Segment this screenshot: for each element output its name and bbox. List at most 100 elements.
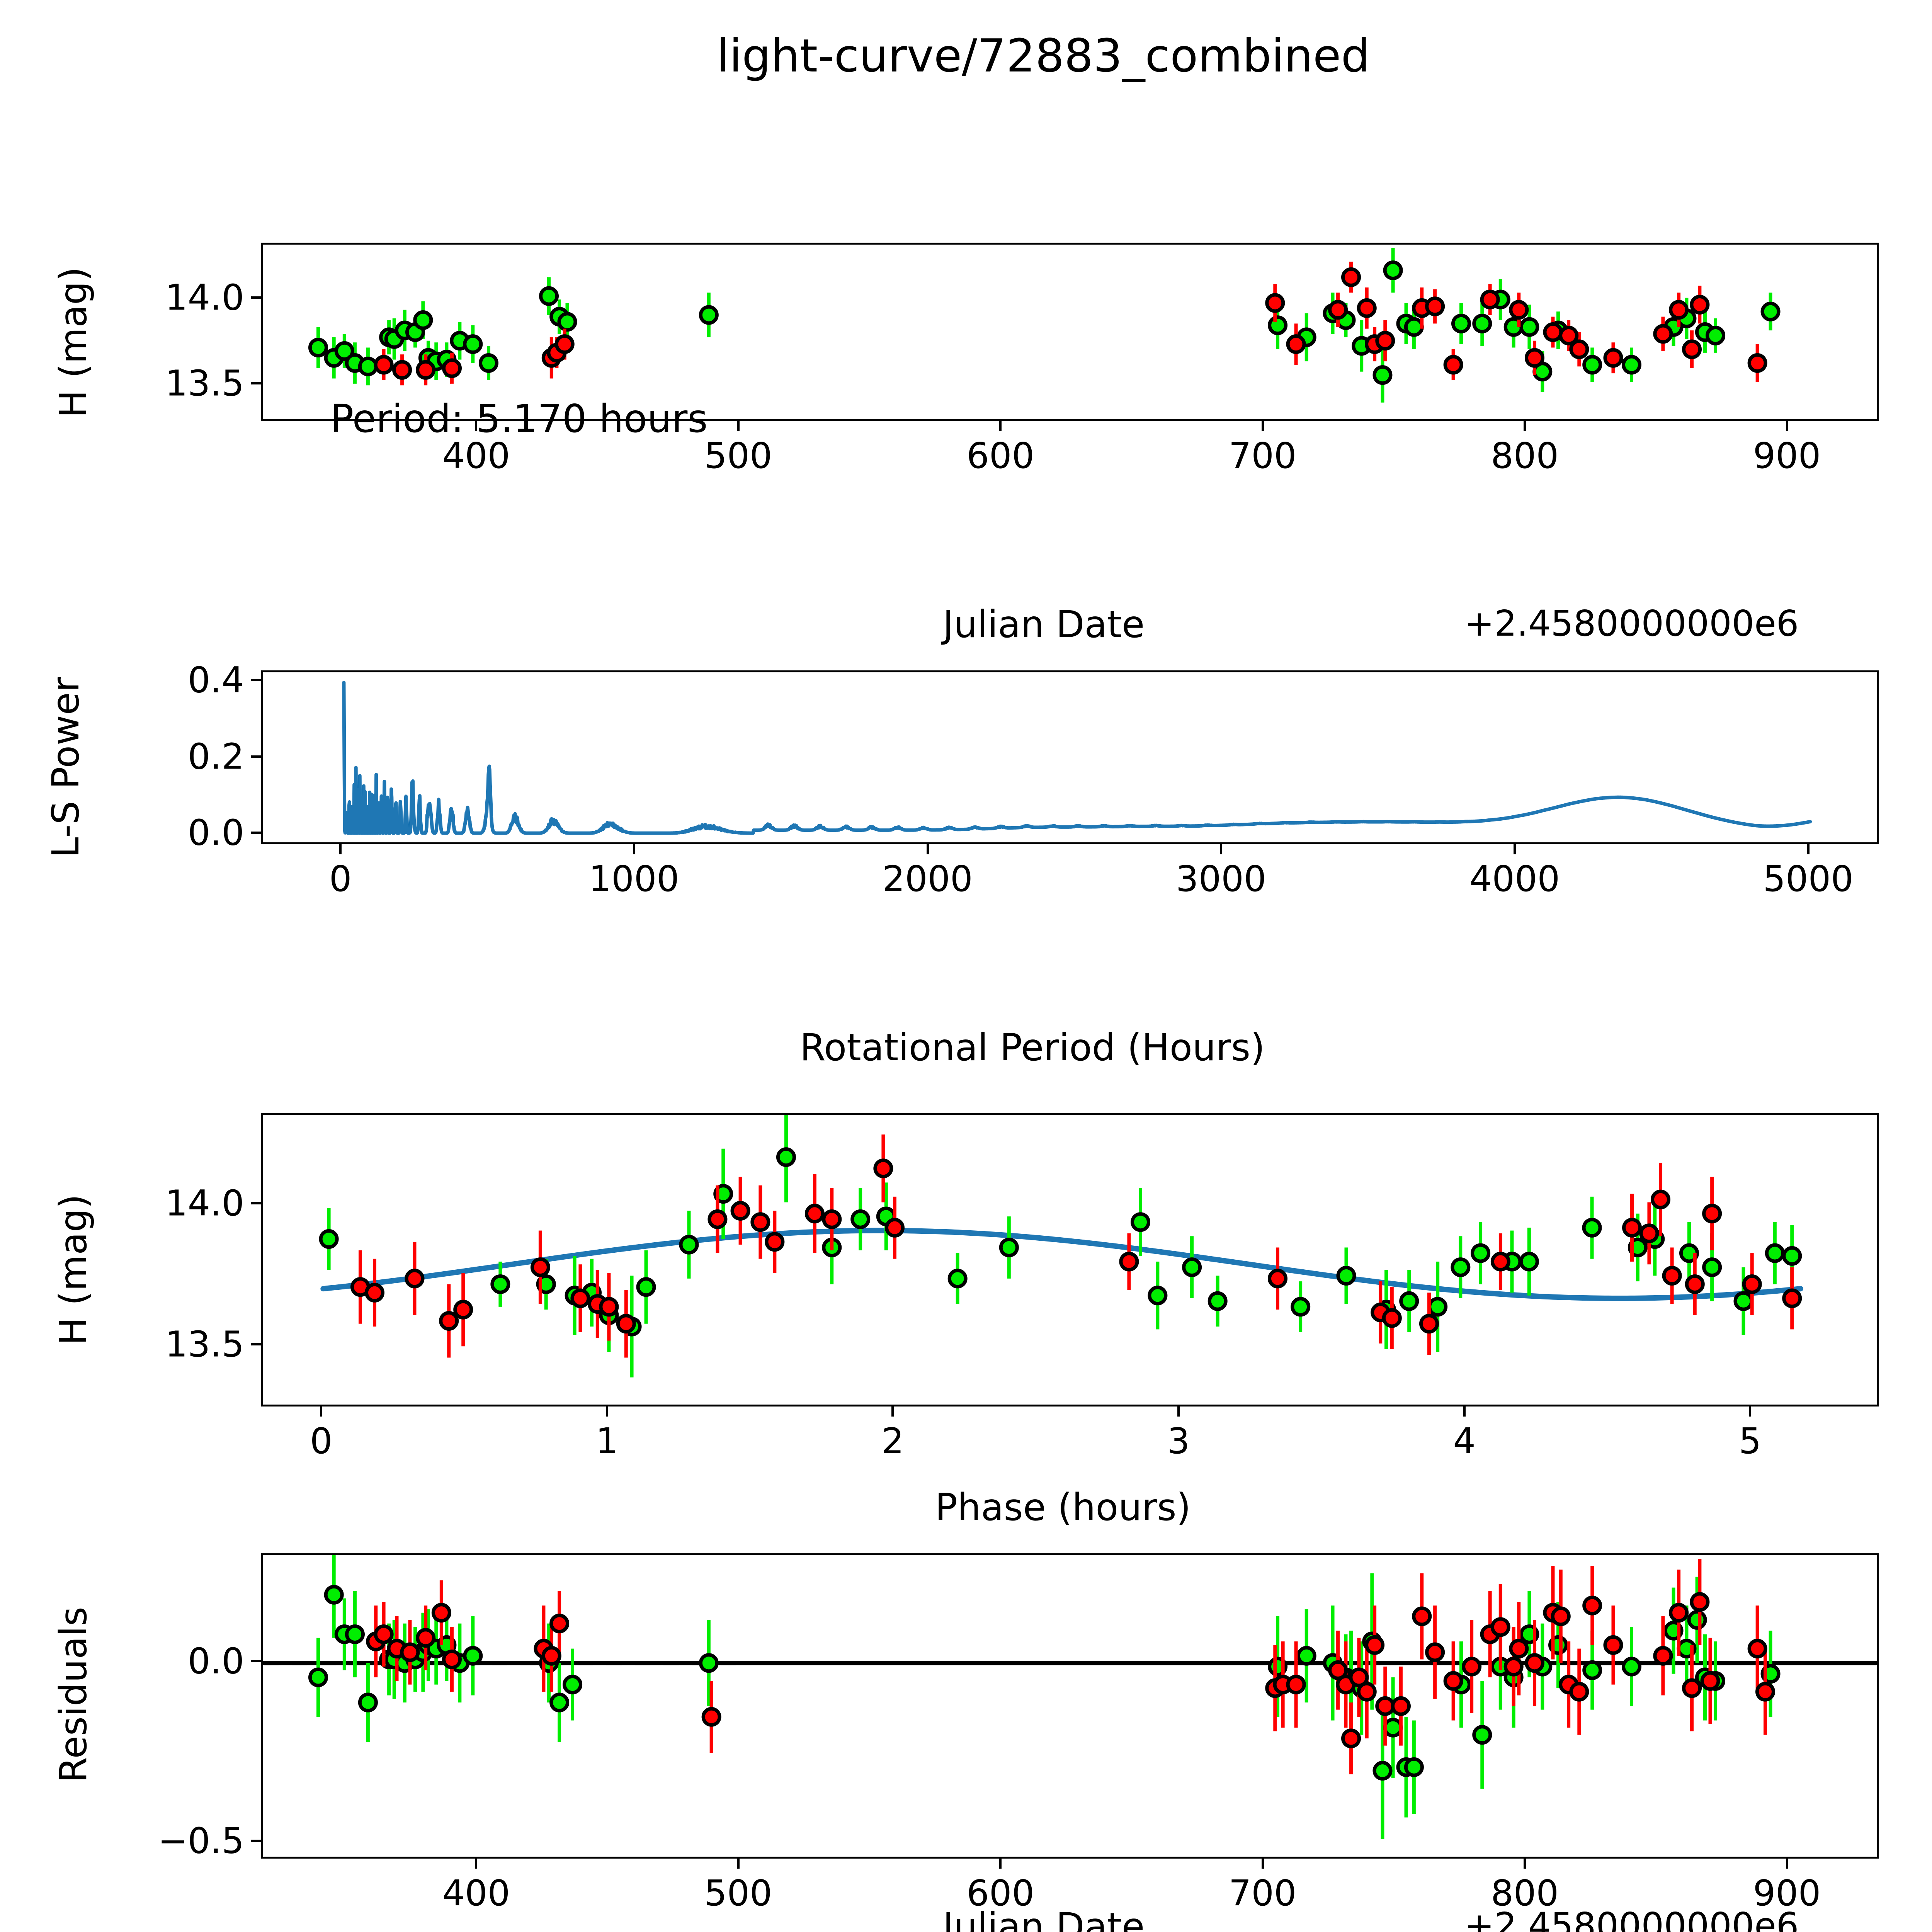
residuals-data-point <box>1551 1606 1571 1626</box>
phase-fold-data-point <box>822 1209 842 1229</box>
residuals-data-point <box>1603 1635 1623 1655</box>
residuals-data-point <box>1349 1667 1369 1687</box>
residuals-data-point <box>541 1646 561 1666</box>
phase-fold-data-point <box>1651 1189 1671 1209</box>
residuals-data-point <box>1690 1592 1710 1612</box>
phase-fold-data-point <box>947 1269 968 1289</box>
phase-fold-x-tickmark <box>1463 1406 1466 1417</box>
residuals-y-tick-label: 0.0 <box>187 1640 244 1682</box>
phase-fold-y-axis-label: H (mag) <box>52 1194 95 1345</box>
residuals-data-point <box>1341 1728 1361 1748</box>
light-curve-data-point <box>1443 355 1463 375</box>
light-curve-data-point <box>1669 300 1689 320</box>
phase-fold-sinusoid-fit <box>320 1228 1803 1301</box>
residuals-data-point <box>1404 1757 1424 1777</box>
residuals-x-tick-label: 400 <box>442 1872 510 1914</box>
light-curve-x-tickmark <box>1786 421 1788 431</box>
residuals-data-point <box>1490 1617 1510 1637</box>
light-curve-x-offset-text: +2.4580000000e6 <box>1464 603 1799 644</box>
phase-fold-data-point <box>1782 1288 1802 1308</box>
light-curve-data-point <box>1603 348 1623 368</box>
panel-residuals <box>261 1553 1879 1859</box>
phase-fold-series-red <box>350 1134 1802 1358</box>
panel-phase-fold <box>261 1113 1879 1406</box>
phase-fold-data-point <box>1291 1297 1311 1317</box>
residuals-data-point <box>1375 1696 1395 1716</box>
figure-title: light-curve/72883_combined <box>716 29 1370 82</box>
light-curve-plot-area <box>308 248 1781 403</box>
residuals-x-tickmark <box>737 1859 740 1869</box>
phase-fold-data-point <box>1336 1266 1356 1286</box>
light-curve-data-point <box>1519 317 1539 337</box>
phase-fold-data-point <box>1267 1269 1287 1289</box>
phase-fold-data-point <box>850 1209 871 1229</box>
residuals-x-tickmark <box>999 1859 1002 1869</box>
periodogram-x-tick-label: 4000 <box>1469 858 1560 900</box>
phase-fold-data-point <box>1130 1212 1150 1232</box>
phase-fold-y-tickmark <box>251 1343 261 1346</box>
phase-fold-x-tickmark <box>605 1406 608 1417</box>
phase-fold-data-point <box>1582 1218 1602 1238</box>
phase-fold-data-point <box>636 1277 656 1297</box>
light-curve-data-point <box>1509 300 1529 320</box>
phase-fold-data-point <box>1148 1286 1168 1306</box>
residuals-data-point <box>699 1653 719 1673</box>
phase-fold-data-point <box>405 1269 425 1289</box>
phase-fold-data-point <box>1182 1257 1202 1277</box>
light-curve-x-tick-label: 500 <box>704 435 772 476</box>
residuals-data-point <box>416 1628 436 1648</box>
periodogram-x-tick-label: 0 <box>329 858 352 900</box>
light-curve-data-point <box>413 310 433 330</box>
light-curve-data-point <box>308 338 328 358</box>
light-curve-data-point <box>1682 339 1702 359</box>
residuals-data-point <box>431 1603 451 1623</box>
residuals-x-tickmark <box>1261 1859 1264 1869</box>
phase-fold-y-tick-label: 14.0 <box>165 1182 244 1224</box>
phase-fold-plot-area <box>319 1115 1803 1378</box>
periodogram-x-tick-label: 2000 <box>882 858 973 900</box>
light-curve-data-point <box>1760 301 1781 321</box>
light-curve-x-tickmark <box>1524 421 1526 431</box>
periodogram-y-axis-label: L-S Power <box>44 677 87 858</box>
light-curve-data-point <box>1653 324 1673 344</box>
residuals-y-axis-label: Residuals <box>52 1607 95 1783</box>
light-curve-x-tickmark <box>475 421 478 431</box>
periodogram-x-tick-label: 5000 <box>1763 858 1854 900</box>
light-curve-data-point <box>1286 334 1306 354</box>
residuals-x-offset-text: +2.4580000000e6 <box>1464 1905 1799 1932</box>
residuals-series-green <box>308 1555 1781 1839</box>
periodogram-x-tickmark <box>633 844 635 854</box>
periodogram-plot-area <box>342 680 1812 835</box>
light-curve-data-point <box>1375 331 1395 351</box>
light-curve-data-point <box>1372 365 1393 385</box>
light-curve-data-point <box>1582 355 1602 375</box>
light-curve-data-point <box>374 355 394 375</box>
residuals-data-point <box>1509 1639 1529 1659</box>
light-curve-data-point <box>358 356 378 376</box>
light-curve-data-point <box>1559 325 1579 345</box>
residuals-data-point <box>1328 1660 1348 1680</box>
light-curve-data-point <box>557 312 577 332</box>
periodogram-line <box>342 680 1812 835</box>
phase-fold-x-axis-label: Phase (hours) <box>935 1486 1191 1529</box>
residuals-data-point <box>374 1624 394 1644</box>
residuals-data-point <box>549 1614 570 1634</box>
residuals-data-point <box>1372 1761 1393 1781</box>
phase-fold-data-point <box>570 1288 590 1308</box>
phase-fold-data-point <box>1419 1314 1439 1334</box>
residuals-data-point <box>1472 1725 1492 1745</box>
light-curve-data-point <box>1451 313 1471 333</box>
phase-fold-data-point <box>319 1229 339 1249</box>
residuals-data-point <box>563 1675 583 1695</box>
light-curve-data-point <box>1690 294 1710 315</box>
phase-fold-x-tickmark <box>320 1406 323 1417</box>
residuals-x-tick-label: 800 <box>1491 1872 1559 1914</box>
residuals-x-tick-label: 600 <box>966 1872 1035 1914</box>
residuals-data-point <box>442 1650 462 1670</box>
panel-periodogram <box>261 670 1879 844</box>
residuals-data-point <box>1503 1656 1524 1677</box>
phase-fold-data-point <box>1639 1223 1659 1243</box>
phase-fold-x-tick-label: 3 <box>1167 1420 1190 1462</box>
residuals-data-point <box>1669 1603 1689 1623</box>
residuals-data-point <box>308 1667 328 1687</box>
